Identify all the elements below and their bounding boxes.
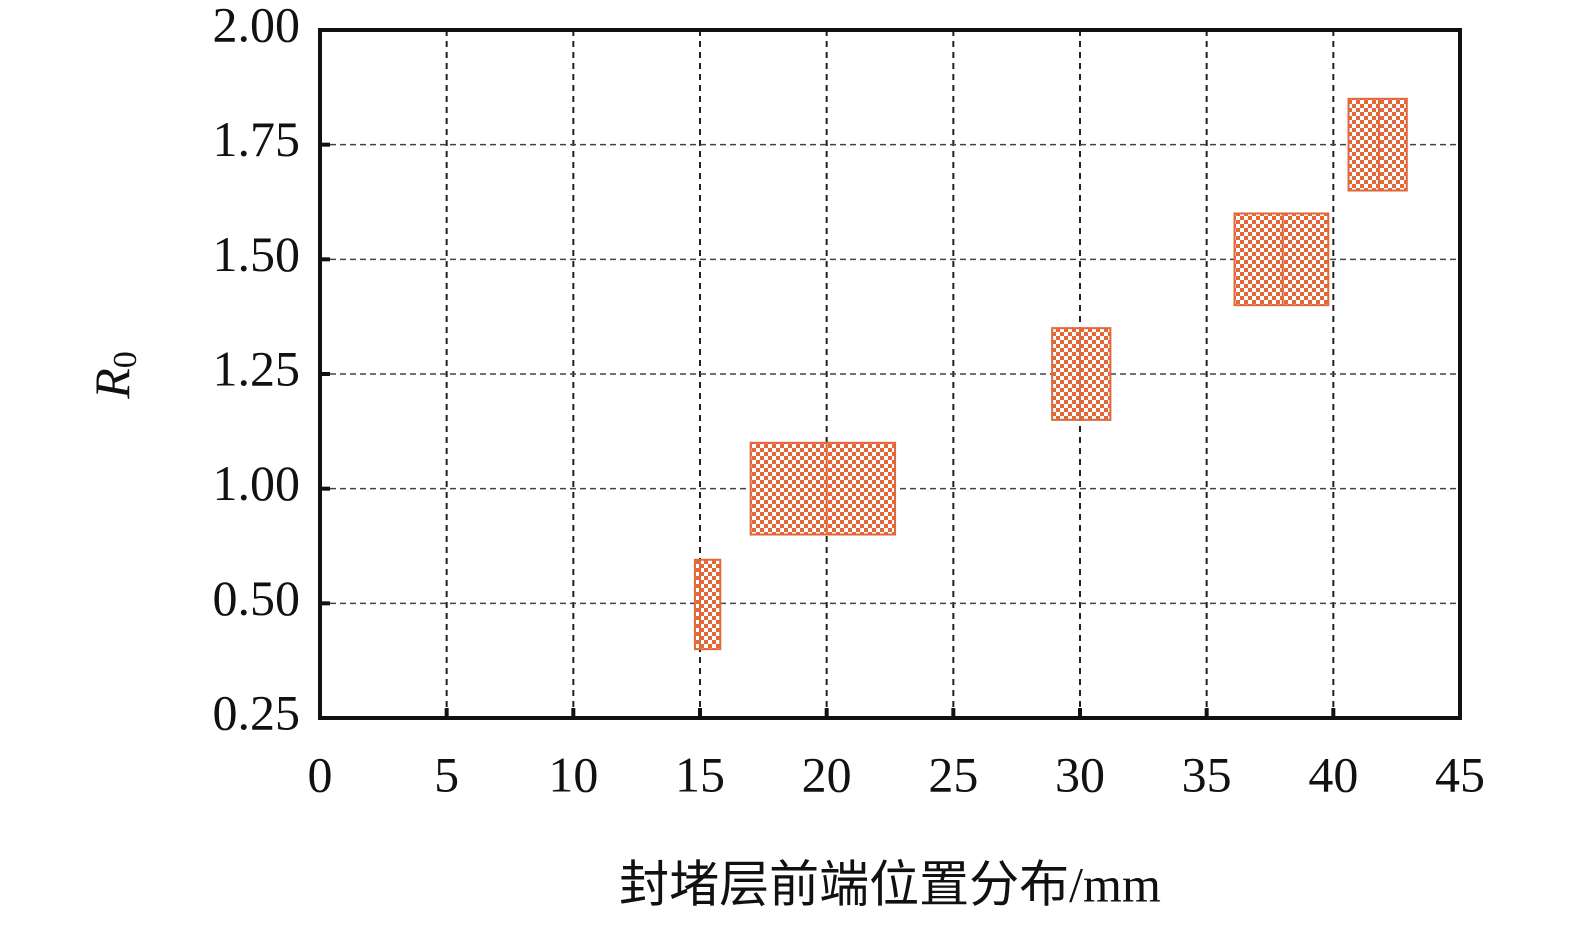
x-tick-label: 0 (308, 746, 333, 802)
range-box (1347, 97, 1408, 192)
x-axis-label: 封堵层前端位置分布/mm (619, 856, 1161, 912)
y-tick-label: 0.50 (213, 570, 301, 626)
x-tick-label: 45 (1435, 746, 1485, 802)
range-box (1051, 327, 1112, 421)
plot-frame (318, 28, 1462, 720)
y-tick-label: 1.75 (213, 111, 301, 167)
y-tick-label: 1.00 (213, 455, 301, 511)
x-tick-label: 5 (434, 746, 459, 802)
x-tick-label: 30 (1055, 746, 1105, 802)
y-tick-label: 1.25 (213, 340, 301, 396)
x-tick-label: 40 (1308, 746, 1358, 802)
x-tick-label: 35 (1182, 746, 1232, 802)
y-tick-label: 2.00 (213, 0, 301, 52)
y-tick-label: 0.25 (213, 684, 301, 740)
x-tick-label: 20 (802, 746, 852, 802)
x-tick-label: 10 (548, 746, 598, 802)
range-box (1233, 212, 1330, 307)
x-tick-label: 25 (928, 746, 978, 802)
x-tick-label: 15 (675, 746, 725, 802)
y-label-sub: 0 (107, 351, 144, 368)
y-axis-label: R0 (84, 351, 143, 400)
range-box (749, 441, 897, 536)
range-box (693, 558, 722, 651)
y-tick-label: 1.50 (213, 226, 301, 282)
y-label-main: R (84, 368, 140, 400)
